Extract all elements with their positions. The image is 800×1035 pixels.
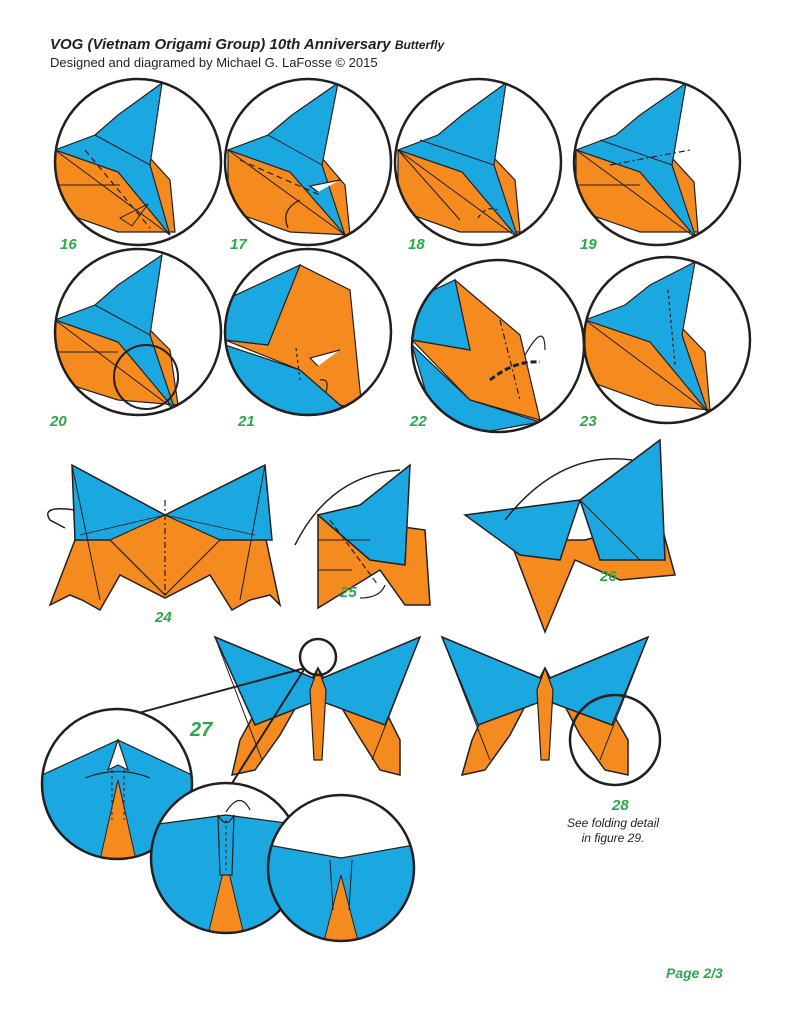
step-number-28: 28 (611, 797, 629, 814)
step-16-figure: 16 (53, 77, 223, 253)
header: VOG (Vietnam Origami Group) 10th Anniver… (50, 36, 444, 70)
step-number-24: 24 (154, 609, 172, 626)
step-26-figure: 26 (463, 438, 676, 635)
caption-line-1: See folding detail (566, 816, 660, 830)
step-22-figure: 22 (409, 258, 586, 434)
step-number-23: 23 (579, 413, 597, 430)
step-25-figure: 25 (294, 463, 431, 610)
step-27-figure: 27 (119, 635, 422, 819)
step-number-27: 27 (189, 719, 213, 741)
step-21-figure: 21 (223, 247, 393, 430)
title-small: Butterfly (394, 38, 445, 52)
step-number-25: 25 (339, 584, 357, 601)
step-number-21: 21 (237, 413, 255, 430)
step-20-figure: 20 (49, 247, 223, 430)
page-subtitle: Designed and diagramed by Michael G. LaF… (50, 55, 378, 70)
step-24-figure: 24 (47, 463, 282, 626)
detail-circle-3 (266, 793, 416, 943)
step-19-figure: 19 (572, 77, 742, 253)
title-main: VOG (Vietnam Origami Group) 10th Anniver… (50, 36, 391, 53)
step-17-figure: 17 (223, 77, 393, 253)
step-number-26: 26 (599, 568, 617, 585)
step-28-figure: 28 (440, 635, 662, 814)
page-title: VOG (Vietnam Origami Group) 10th Anniver… (50, 36, 444, 53)
page-number: Page 2/3 (666, 965, 723, 981)
step-number-16: 16 (60, 236, 77, 253)
step-23-figure: 23 (579, 255, 752, 430)
step-number-20: 20 (49, 413, 67, 430)
step-number-18: 18 (408, 236, 425, 253)
step-number-19: 19 (580, 236, 597, 253)
step-28-caption: See folding detail in figure 29. (548, 816, 678, 846)
step-18-figure: 18 (393, 77, 563, 253)
caption-line-2: in figure 29. (581, 831, 645, 845)
detail-circle-1 (40, 707, 194, 861)
step-number-17: 17 (230, 236, 247, 253)
step-number-22: 22 (409, 413, 427, 430)
